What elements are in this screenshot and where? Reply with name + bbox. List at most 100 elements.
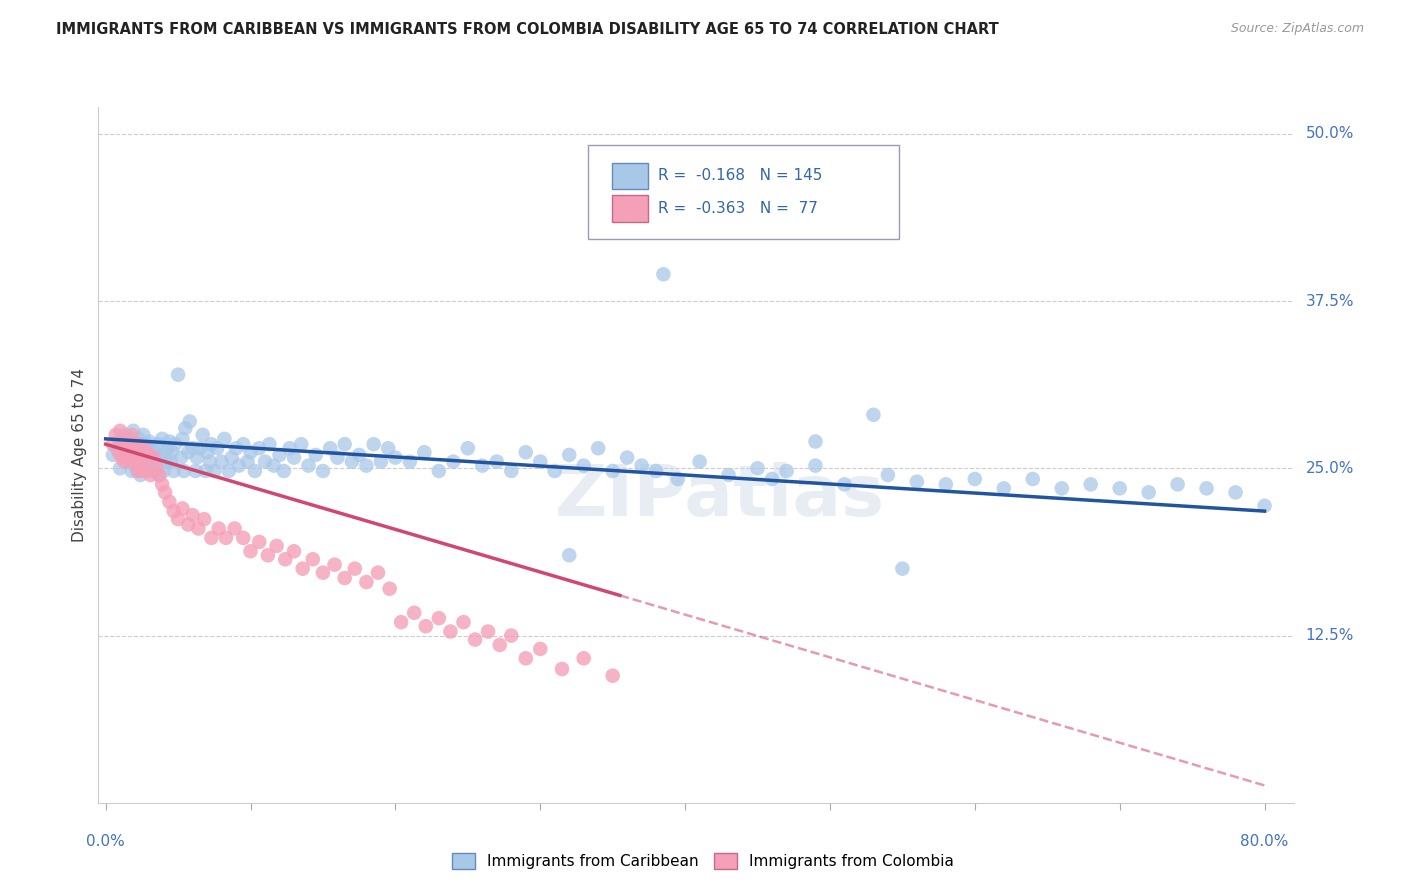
Point	[139, 450, 162, 465]
Point	[1225, 485, 1247, 500]
Point	[125, 450, 148, 465]
Point	[165, 437, 187, 451]
Point	[427, 611, 450, 625]
Point	[128, 432, 150, 446]
Point	[101, 448, 124, 462]
Point	[253, 455, 276, 469]
Point	[177, 445, 200, 459]
Point	[356, 575, 378, 590]
Point	[117, 437, 139, 451]
Point	[259, 437, 281, 451]
Point	[602, 464, 624, 478]
Point	[963, 472, 986, 486]
Point	[122, 424, 145, 438]
Point	[121, 450, 143, 465]
Point	[194, 464, 217, 478]
Bar	[612, 195, 648, 222]
Point	[200, 531, 222, 545]
Point	[146, 437, 169, 451]
Point	[384, 450, 406, 465]
Point	[1080, 477, 1102, 491]
Point	[501, 628, 523, 642]
Point	[761, 472, 783, 486]
Point	[156, 442, 179, 456]
Point	[108, 434, 131, 449]
Point	[427, 464, 450, 478]
Point	[195, 445, 218, 459]
Point	[399, 455, 422, 469]
Point	[340, 455, 363, 469]
Point	[127, 450, 149, 465]
Point	[891, 562, 914, 576]
Point	[136, 464, 159, 478]
Point	[191, 428, 214, 442]
Point	[121, 445, 143, 459]
Point	[616, 450, 638, 465]
Point	[117, 455, 139, 469]
Point	[515, 445, 537, 459]
Point	[905, 475, 928, 489]
Point	[127, 464, 149, 478]
Point	[993, 482, 1015, 496]
Point	[108, 424, 131, 438]
Point	[202, 464, 225, 478]
Point	[145, 455, 167, 469]
Point	[110, 450, 132, 465]
Point	[290, 437, 312, 451]
Point	[224, 521, 246, 535]
Point	[129, 442, 152, 456]
Point	[1253, 499, 1275, 513]
Text: 25.0%: 25.0%	[1305, 461, 1354, 475]
Point	[122, 455, 145, 469]
Text: 80.0%: 80.0%	[1240, 834, 1289, 849]
Point	[529, 455, 551, 469]
Point	[134, 442, 156, 456]
Point	[703, 220, 725, 235]
Point	[181, 442, 204, 456]
Point	[370, 455, 392, 469]
Point	[124, 450, 146, 465]
Point	[172, 432, 194, 446]
Point	[135, 437, 157, 451]
Point	[114, 428, 136, 442]
Point	[551, 662, 574, 676]
Point	[558, 448, 581, 462]
Point	[132, 448, 155, 462]
Point	[163, 464, 186, 478]
Point	[167, 512, 190, 526]
Point	[501, 464, 523, 478]
Point	[453, 615, 475, 630]
Point	[645, 464, 668, 478]
Point	[247, 535, 270, 549]
Point	[652, 268, 675, 282]
Point	[127, 437, 149, 451]
Point	[142, 450, 165, 465]
Point	[1195, 482, 1218, 496]
Point	[266, 539, 288, 553]
Point	[283, 544, 305, 558]
Point	[804, 434, 827, 449]
Point	[155, 455, 177, 469]
Point	[157, 494, 180, 508]
Point	[108, 461, 131, 475]
Point	[218, 464, 240, 478]
Point	[187, 521, 209, 535]
Point	[343, 562, 366, 576]
Text: IMMIGRANTS FROM CARIBBEAN VS IMMIGRANTS FROM COLOMBIA DISABILITY AGE 65 TO 74 CO: IMMIGRANTS FROM CARIBBEAN VS IMMIGRANTS …	[56, 22, 1000, 37]
Point	[389, 615, 412, 630]
Point	[215, 531, 238, 545]
Point	[228, 458, 250, 473]
Point	[717, 468, 740, 483]
Point	[274, 552, 297, 566]
Point	[278, 442, 301, 456]
Point	[174, 421, 197, 435]
Point	[157, 434, 180, 449]
Point	[572, 651, 595, 665]
Text: 37.5%: 37.5%	[1305, 293, 1354, 309]
Point	[457, 442, 479, 456]
Point	[1108, 482, 1130, 496]
Point	[124, 442, 146, 456]
Point	[107, 445, 129, 459]
Point	[347, 448, 370, 462]
Point	[208, 521, 231, 535]
